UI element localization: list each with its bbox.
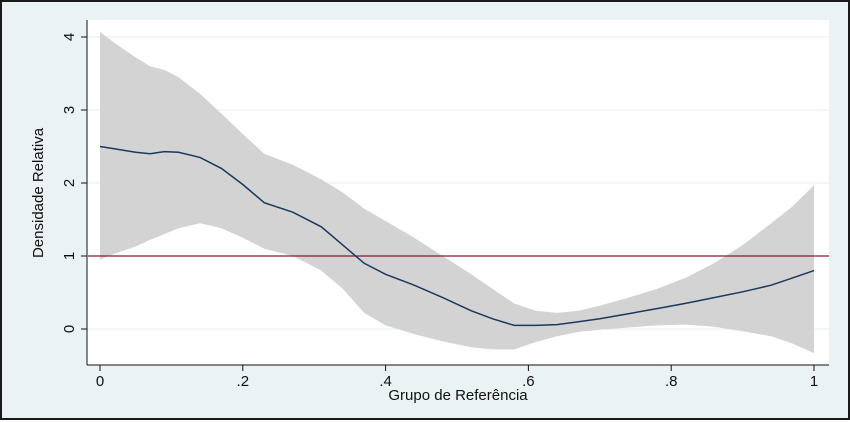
y-axis-title: Densidade Relativa	[30, 127, 47, 258]
y-tick-label: 4	[61, 33, 78, 41]
y-tick-label: 0	[61, 325, 78, 333]
x-tick-label: .4	[379, 373, 392, 390]
relative-density-line	[99, 145, 815, 327]
y-tick-label: 2	[61, 179, 78, 187]
x-tick-label: .2	[237, 373, 250, 390]
x-tick-label: 0	[96, 373, 104, 390]
confidence-band	[100, 31, 814, 354]
y-tick-label: 1	[61, 252, 78, 260]
density-line-layer	[99, 145, 815, 327]
x-tick-label: .6	[522, 373, 535, 390]
x-tick-label: .8	[665, 373, 678, 390]
confidence-band-layer	[100, 31, 814, 354]
ticks: 0 1 2 3 4 0 .2 .4 .6 .8 1	[61, 33, 818, 390]
x-axis-title: Grupo de Referência	[388, 387, 528, 404]
x-tick-label: 1	[810, 373, 818, 390]
axes	[86, 20, 829, 366]
y-tick-label: 3	[61, 106, 78, 114]
